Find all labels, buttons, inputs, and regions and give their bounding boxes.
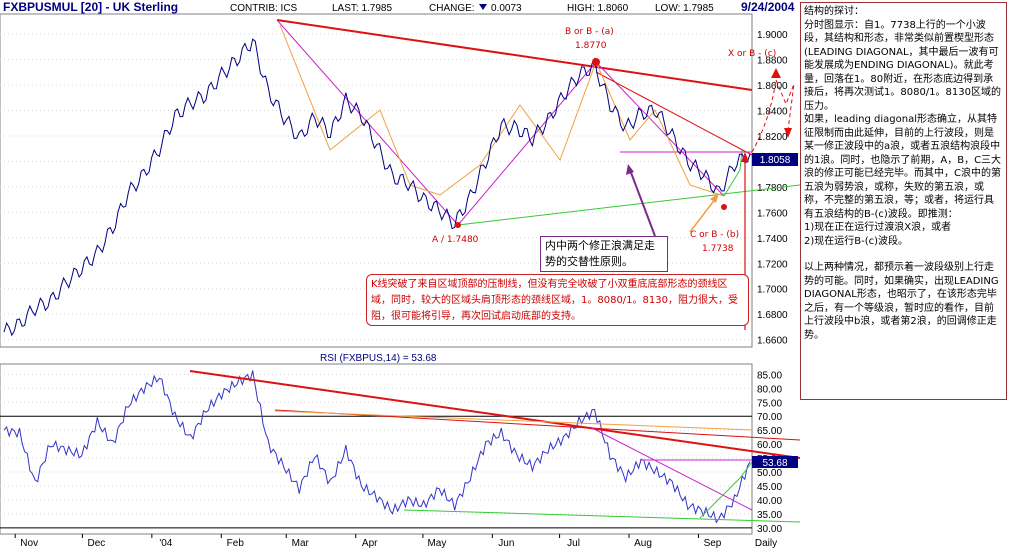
rsi-red-trendline bbox=[189, 370, 800, 459]
orange-arrowhead-icon bbox=[710, 193, 719, 203]
resistance-line-red bbox=[276, 19, 753, 91]
price-tick-label: 1.8800 bbox=[757, 56, 788, 67]
rsi-tick-label: 60.00 bbox=[757, 440, 782, 451]
annotation-arrows bbox=[626, 68, 795, 330]
price-tag bbox=[752, 153, 798, 166]
price-tick-label: 1.7200 bbox=[757, 259, 788, 270]
notes-paragraph-2: 如果，leading diagonal形态确立，从其特征限制而由此延伸，目前的上… bbox=[804, 114, 1002, 220]
diagonal-green bbox=[723, 149, 743, 197]
projection-dash-2 bbox=[775, 79, 795, 131]
wave-point-a bbox=[455, 222, 461, 228]
label-c-or-b-b-value: 1.7738 bbox=[702, 244, 734, 254]
breakout-note-box: K线突破了来自区域顶部的压制线，但没有完全收破了小双重底底部形态的颈线区域，同时… bbox=[366, 274, 749, 326]
wave-line-orange bbox=[279, 24, 725, 197]
rsi-green-trendline bbox=[403, 509, 800, 523]
projection-arrowhead-up-icon bbox=[771, 68, 781, 78]
x-tick-label: '04 bbox=[159, 538, 172, 549]
rsi-tick-label: 80.00 bbox=[757, 384, 782, 395]
notes-paragraph-4: 以上两种情况，都预示着一波段级别上行走势的可能。同时，如果确实，出现LEADIN… bbox=[804, 262, 1002, 341]
x-tick-label: Feb bbox=[227, 538, 245, 549]
x-tick-label: Mar bbox=[292, 538, 310, 549]
rsi-orange-trendline bbox=[274, 410, 753, 431]
price-tick-label: 1.9000 bbox=[757, 30, 788, 41]
x-tick-label: Jun bbox=[498, 538, 514, 549]
analysis-notes-panel: 结构的探讨： 分时图显示：自1。7738上行的一个小波段，其结构和形态，非常类似… bbox=[800, 2, 1007, 400]
x-tick-label: May bbox=[427, 538, 446, 549]
price-trendlines bbox=[276, 19, 800, 226]
low-label: LOW: 1.7985 bbox=[655, 3, 714, 14]
change-value: 0.0073 bbox=[491, 3, 522, 14]
price-tick-label: 1.8200 bbox=[757, 132, 788, 143]
rsi-tick-label: 65.00 bbox=[757, 426, 782, 437]
price-tag-label: 1.8058 bbox=[760, 155, 791, 166]
price-tick-label: 1.7400 bbox=[757, 234, 788, 245]
price-series-line bbox=[3, 38, 751, 337]
price-tick-label: 1.8600 bbox=[757, 81, 788, 92]
x-tick-label: Aug bbox=[634, 538, 652, 549]
label-b-or-b-a-value: 1.8770 bbox=[575, 41, 607, 51]
notes-paragraph-1: 结构的探讨： 分时图显示：自1。7738上行的一个小波段，其结构和形态，非常类似… bbox=[804, 6, 1001, 112]
x-tick-label: Nov bbox=[20, 538, 38, 549]
wave-point-c bbox=[721, 204, 727, 210]
symbol-title: FXBPUSMUL [20] - UK Sterling bbox=[3, 0, 178, 14]
label-x-or-b-c: X or B - (c) bbox=[728, 49, 776, 59]
label-b-or-b-a: B or B - (a) bbox=[565, 27, 614, 37]
last-label: LAST: 1.7985 bbox=[332, 3, 392, 14]
price-tick-label: 1.7000 bbox=[757, 285, 788, 296]
price-tick-label: 1.8400 bbox=[757, 106, 788, 117]
chart-area: FXBPUSMUL [20] - UK Sterling CONTRIB: IC… bbox=[0, 0, 800, 549]
rsi-tick-label: 30.00 bbox=[757, 524, 782, 535]
high-label: HIGH: 1.8060 bbox=[567, 3, 629, 14]
rsi-tick-label: 50.00 bbox=[757, 468, 782, 479]
rsi-tag-label: 53.68 bbox=[762, 458, 787, 469]
rsi-panel-frame bbox=[0, 363, 753, 535]
contrib-label: CONTRIB: ICS bbox=[230, 3, 298, 14]
orange-arrow-icon bbox=[689, 197, 717, 233]
rsi-tick-label: 85.00 bbox=[757, 370, 782, 381]
x-tick-label: Sep bbox=[704, 538, 722, 549]
price-tick-label: 1.7600 bbox=[757, 208, 788, 219]
rsi-magenta-trendline bbox=[589, 426, 753, 511]
red-arrowhead-icon bbox=[741, 152, 749, 162]
rsi-tick-label: 70.00 bbox=[757, 412, 782, 423]
rsi-tick-label: 40.00 bbox=[757, 496, 782, 507]
change-label: CHANGE: bbox=[429, 3, 475, 14]
notes-paragraph-3: 1)现在正在运行过渡浪X浪，或者 2)现在运行B-(c)波段。 bbox=[804, 222, 952, 247]
x-tick-label: Dec bbox=[88, 538, 106, 549]
c-leg-line-magenta bbox=[595, 61, 725, 197]
price-tick-label: 1.6600 bbox=[757, 336, 788, 347]
x-axis: Nov Dec '04 Feb Mar Apr May Jun Jul Aug Sep Daily bbox=[14, 534, 777, 549]
x-tick-label: Jul bbox=[567, 538, 580, 549]
rsi-tag bbox=[752, 456, 798, 468]
rsi-trendlines bbox=[189, 370, 800, 523]
wave-point-b bbox=[592, 58, 600, 66]
rsi-green-diagonal bbox=[699, 461, 753, 519]
x-tick-label: Apr bbox=[362, 538, 378, 549]
advance-line-magenta bbox=[457, 61, 597, 226]
rsi-title: RSI (FXBPUS,14) = 53.68 bbox=[320, 353, 437, 364]
inner-red-line bbox=[595, 71, 753, 156]
alternation-note-box: 内中两个修正浪满足走势的交替性原则。 bbox=[540, 236, 668, 272]
x-tick-label: Daily bbox=[755, 538, 777, 549]
purple-arrow-icon bbox=[629, 169, 656, 237]
projection-arrowhead-down-icon bbox=[784, 128, 792, 138]
rsi-red-trendline-2 bbox=[274, 409, 800, 441]
price-tick-label: 1.6800 bbox=[757, 310, 788, 321]
chart-header: FXBPUSMUL [20] - UK Sterling CONTRIB: IC… bbox=[3, 0, 795, 14]
rsi-tick-label: 45.00 bbox=[757, 482, 782, 493]
date-label: 9/24/2004 bbox=[741, 0, 795, 14]
support-line-green bbox=[457, 184, 800, 226]
rsi-series-line bbox=[3, 370, 751, 524]
rsi-tick-label: 35.00 bbox=[757, 510, 782, 521]
projection-dash-1 bbox=[751, 79, 777, 153]
down-arrow-icon bbox=[479, 4, 487, 10]
label-a-low: A / 1.7480 bbox=[432, 235, 479, 245]
purple-arrowhead-icon bbox=[626, 164, 634, 175]
label-c-or-b-b: C or B - (b) bbox=[690, 230, 739, 240]
rsi-tick-label: 75.00 bbox=[757, 398, 782, 409]
